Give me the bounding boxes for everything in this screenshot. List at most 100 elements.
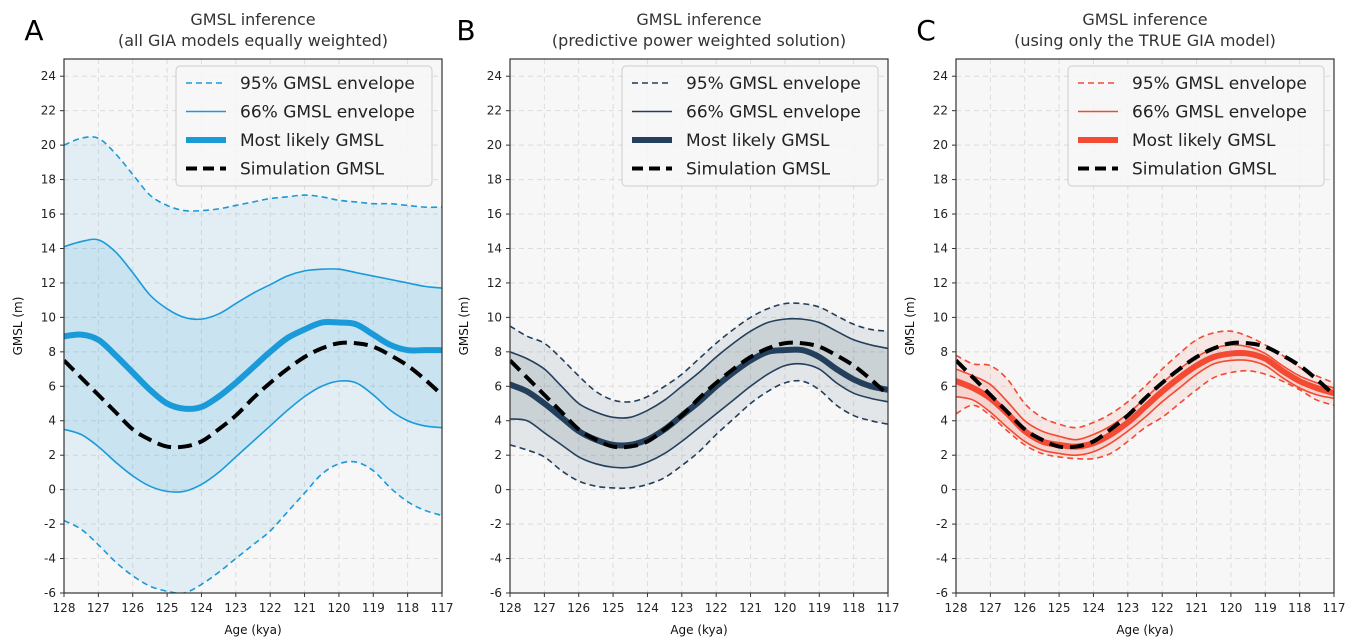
y-tick-label: -6: [44, 586, 56, 600]
y-tick-label: 10: [933, 310, 948, 324]
y-tick-label: 22: [933, 104, 948, 118]
y-tick-label: 0: [940, 483, 948, 497]
chart-subtitle: (all GIA models equally weighted): [118, 31, 388, 50]
y-tick-label: 14: [933, 241, 948, 255]
y-tick-label: 10: [487, 310, 502, 324]
y-tick-label: 20: [487, 138, 502, 152]
series-envelope-95-upper-line: [510, 302, 888, 403]
series-envelope-95-lower-line: [64, 460, 442, 593]
series-envelope-95-lower-line: [510, 379, 888, 490]
plot-content: [956, 330, 1334, 460]
y-tick-label: 6: [940, 379, 948, 393]
panel-letter: B: [456, 14, 475, 47]
legend-label: 66% GMSL envelope: [240, 103, 415, 123]
y-tick-label: 0: [48, 483, 56, 497]
legend-box: [175, 65, 433, 187]
axes-frame: [509, 58, 889, 594]
legend-label: 66% GMSL envelope: [686, 103, 861, 123]
legend-label: Simulation GMSL: [240, 160, 385, 180]
x-tick-label: 121: [293, 601, 316, 615]
y-tick-label: 6: [48, 379, 56, 393]
y-tick-label: 4: [494, 414, 502, 428]
x-tick-label: 120: [1219, 601, 1242, 615]
y-tick-label: 8: [940, 345, 948, 359]
legend-box: [621, 65, 879, 187]
y-tick-label: -4: [936, 552, 948, 566]
y-tick-label: 18: [933, 173, 948, 187]
chart-title: GMSL inference: [636, 10, 761, 29]
y-tick-label: 14: [487, 241, 502, 255]
y-tick-label: 16: [487, 207, 502, 221]
axes-frame: [63, 58, 443, 594]
x-tick-label: 120: [773, 601, 796, 615]
series-envelope-66-lower-line: [956, 359, 1334, 457]
y-tick-label: 8: [494, 345, 502, 359]
x-tick-label: 121: [1185, 601, 1208, 615]
y-tick-label: -6: [936, 586, 948, 600]
legend-label: Simulation GMSL: [686, 160, 831, 180]
legend-label: 95% GMSL envelope: [1132, 74, 1307, 94]
legend-label: Most likely GMSL: [1132, 131, 1276, 151]
y-tick-label: 20: [41, 138, 56, 152]
x-tick-label: 128: [945, 601, 968, 615]
y-tick-label: 22: [487, 104, 502, 118]
x-tick-label: 125: [602, 601, 625, 615]
legend: 95% GMSL envelope 66% GMSL envelope Most l…: [1067, 65, 1325, 187]
y-tick-label: -2: [490, 517, 502, 531]
y-tick-label: 14: [41, 241, 56, 255]
x-tick-label: 117: [431, 601, 454, 615]
y-tick-label: 16: [933, 207, 948, 221]
series-envelope-95-upper-line: [956, 330, 1334, 429]
y-tick-label: 20: [933, 138, 948, 152]
x-tick-label: 127: [979, 601, 1002, 615]
series-envelope-66-upper-line: [64, 238, 442, 321]
x-tick-label: 127: [87, 601, 110, 615]
x-tick-label: 123: [1116, 601, 1139, 615]
y-tick-label: 18: [41, 173, 56, 187]
x-tick-label: 124: [636, 601, 659, 615]
x-tick-label: 125: [156, 601, 179, 615]
y-tick-label: 24: [487, 69, 502, 83]
series-simulation-line: [956, 340, 1334, 450]
y-tick-label: 12: [933, 276, 948, 290]
y-axis-label: GMSL (m): [11, 297, 25, 356]
y-tick-label: 10: [41, 310, 56, 324]
y-tick-label: -2: [936, 517, 948, 531]
chart-title: GMSL inference: [190, 10, 315, 29]
y-tick-label: 2: [940, 448, 948, 462]
series-envelope-95-upper-line: [64, 135, 442, 212]
series-envelope-66-lower-line: [510, 362, 888, 469]
x-tick-label: 118: [396, 601, 419, 615]
y-tick-label: 22: [41, 104, 56, 118]
series-envelope-95-lower-line: [956, 369, 1334, 460]
x-tick-label: 117: [1323, 601, 1346, 615]
y-tick-label: 2: [48, 448, 56, 462]
x-tick-label: 119: [362, 601, 385, 615]
y-tick-label: -2: [44, 517, 56, 531]
plot-content: [510, 302, 888, 490]
legend-label: Simulation GMSL: [1132, 160, 1277, 180]
y-tick-label: -4: [490, 552, 502, 566]
x-tick-label: 123: [670, 601, 693, 615]
x-tick-label: 126: [121, 601, 144, 615]
y-tick-label: 24: [933, 69, 948, 83]
plot-content: [64, 135, 442, 593]
chart-subtitle: (using only the TRUE GIA model): [1014, 31, 1276, 50]
y-tick-label: -6: [490, 586, 502, 600]
legend: 95% GMSL envelope 66% GMSL envelope Most l…: [175, 65, 433, 187]
x-tick-label: 123: [224, 601, 247, 615]
legend-label: Most likely GMSL: [240, 131, 384, 151]
x-axis-label: Age (kya): [670, 623, 727, 637]
series-simulation-line: [510, 340, 888, 450]
x-tick-label: 128: [53, 601, 76, 615]
x-axis-label: Age (kya): [224, 623, 281, 637]
x-tick-label: 122: [259, 601, 282, 615]
y-axis-label: GMSL (m): [903, 297, 917, 356]
y-axis-label: GMSL (m): [457, 297, 471, 356]
x-tick-label: 122: [1151, 601, 1174, 615]
series-envelope-66-upper-line: [510, 317, 888, 419]
legend-box: [1067, 65, 1325, 187]
x-tick-label: 124: [190, 601, 213, 615]
y-tick-label: 16: [41, 207, 56, 221]
panel-letter: C: [916, 14, 936, 47]
